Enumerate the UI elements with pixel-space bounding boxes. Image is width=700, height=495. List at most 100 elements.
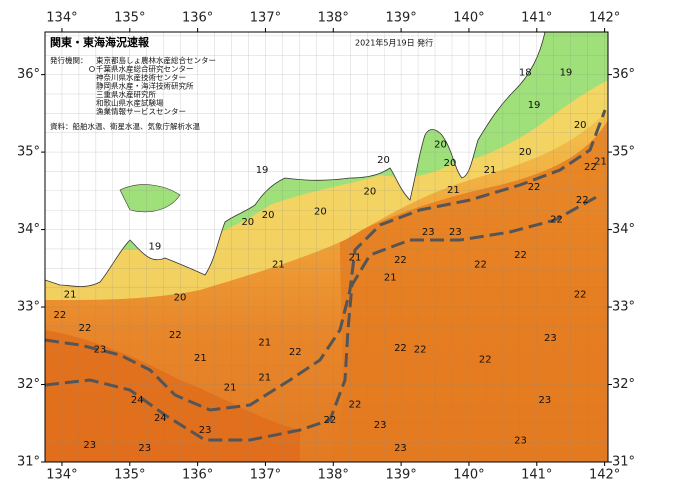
temperature-label: 23 <box>138 443 151 454</box>
temperature-label: 21 <box>224 383 237 394</box>
publisher: 静岡県水産・海洋技術研究所 <box>96 81 194 91</box>
temperature-label: 23 <box>514 435 527 446</box>
y-tick-label: 34° <box>17 222 40 237</box>
x-tick-label: 140° <box>453 468 484 483</box>
temperature-label: 22 <box>479 355 492 366</box>
x-tick-label: 137° <box>250 468 281 483</box>
x-tick-label: 142° <box>589 468 620 483</box>
temperature-label: 22 <box>394 255 407 266</box>
temperature-label: 23 <box>539 395 552 406</box>
temperature-label: 21 <box>484 165 497 176</box>
temperature-label: 21 <box>64 290 77 301</box>
temperature-label: 21 <box>594 156 607 167</box>
temperature-label: 22 <box>574 290 587 301</box>
temperature-label: 22 <box>514 250 527 261</box>
temperature-label: 20 <box>314 207 327 218</box>
publisher: 漁業情報サービスセンター <box>96 106 186 116</box>
publisher-label: 発行機関： <box>50 55 88 65</box>
temperature-label: 20 <box>241 217 254 228</box>
temperature-label: 19 <box>560 67 573 78</box>
temperature-label: 22 <box>414 345 427 356</box>
temperature-label: 22 <box>394 343 407 354</box>
y-tick-label: 36° <box>17 67 40 82</box>
x-tick-label: 141° <box>521 11 552 26</box>
publisher: 神奈川県水産技術センター <box>96 72 186 82</box>
temperature-label: 21 <box>447 185 460 196</box>
publishers: 東京都島しょ農林水産総合センター千葉県水産総合研究センター神奈川県水産技術センタ… <box>96 55 216 116</box>
temperature-label: 21 <box>349 252 362 263</box>
temperature-label: 23 <box>394 443 407 454</box>
axes: 134° 134° 135° 135° 136° 136° 137° 137° 138° 138°… <box>17 11 635 483</box>
temperature-label: 22 <box>79 323 92 334</box>
y-tick-label: 31° <box>612 455 635 470</box>
temperature-label: 22 <box>349 400 362 411</box>
temperature-label: 24 <box>131 395 144 406</box>
temperature-label: 23 <box>374 420 387 431</box>
temperature-label: 19 <box>149 242 162 253</box>
temperature-label: 20 <box>444 158 457 169</box>
temperature-label: 22 <box>528 182 541 193</box>
temperature-labels: 18 19 19 20 20 20 20 20 19 20 20 20 20 21 21 22 22 21 22 22… <box>54 67 607 454</box>
kuroshio-edge <box>45 193 601 442</box>
x-tick-label: 139° <box>385 11 416 26</box>
publisher: 東京都島しょ農林水産総合センター <box>96 55 216 65</box>
temperature-label: 19 <box>256 165 269 176</box>
x-tick-label: 135° <box>114 11 145 26</box>
y-tick-label: 33° <box>17 300 40 315</box>
publisher: 千葉県水産総合研究センター <box>96 64 194 74</box>
land <box>45 32 546 287</box>
map-area: 18 19 19 20 20 20 20 20 19 20 20 20 20 21 21 22 22 21 22 22… <box>45 32 608 462</box>
temperature-label: 21 <box>258 373 271 384</box>
marker <box>89 66 95 72</box>
temperature-label: 20 <box>434 139 447 150</box>
temperature-label: 20 <box>364 187 377 198</box>
issue-date: 2021年5月19日 発行 <box>355 38 433 48</box>
temperature-label: 20 <box>262 210 275 221</box>
x-tick-label: 138° <box>318 468 349 483</box>
temperature-label: 23 <box>544 333 557 344</box>
minor-grid <box>45 32 608 462</box>
y-tick-label: 34° <box>612 222 635 237</box>
y-tick-label: 36° <box>612 67 635 82</box>
y-tick-label: 35° <box>612 145 635 160</box>
temperature-label: 23 <box>199 425 212 436</box>
temperature-label: 20 <box>519 147 532 158</box>
temperature-label: 20 <box>174 293 187 304</box>
x-tick-label: 135° <box>114 468 145 483</box>
y-tick-label: 32° <box>612 377 635 392</box>
osaka-bay <box>119 184 181 213</box>
temperature-label: 24 <box>154 413 167 424</box>
kuroshio-axis <box>45 109 607 412</box>
x-tick-label: 138° <box>318 11 349 26</box>
title: 関東・東海海況速報 <box>50 35 150 49</box>
x-tick-label: 140° <box>453 11 484 26</box>
frame <box>44 31 609 463</box>
y-tick-label: 32° <box>17 377 40 392</box>
temperature-label: 22 <box>289 347 302 358</box>
temperature-label: 20 <box>574 120 587 131</box>
temperature-label: 21 <box>272 259 285 270</box>
temperature-label: 23 <box>449 227 462 238</box>
x-tick-label: 141° <box>521 468 552 483</box>
temperature-label: 18 <box>519 67 532 78</box>
temperature-label: 21 <box>258 338 271 349</box>
x-tick-label: 136° <box>182 468 213 483</box>
temperature-label: 23 <box>83 440 96 451</box>
temperature-label: 21 <box>194 353 207 364</box>
x-tick-label: 142° <box>589 11 620 26</box>
temperature-label: 22 <box>576 195 589 206</box>
temperature-label: 19 <box>528 100 541 111</box>
temperature-label: 22 <box>169 330 182 341</box>
temperature-label: 22 <box>324 415 337 426</box>
publisher: 和歌山県水産試験場 <box>96 98 164 108</box>
y-tick-label: 31° <box>17 455 40 470</box>
x-tick-label: 139° <box>385 468 416 483</box>
warm-water <box>45 300 300 462</box>
x-tick-label: 134° <box>46 11 77 26</box>
x-tick-label: 136° <box>182 11 213 26</box>
temperature-label: 22 <box>550 214 563 225</box>
x-tick-label: 137° <box>250 11 281 26</box>
temperature-label: 20 <box>377 155 390 166</box>
temperature-label: 22 <box>54 310 67 321</box>
y-tick-label: 33° <box>612 300 635 315</box>
